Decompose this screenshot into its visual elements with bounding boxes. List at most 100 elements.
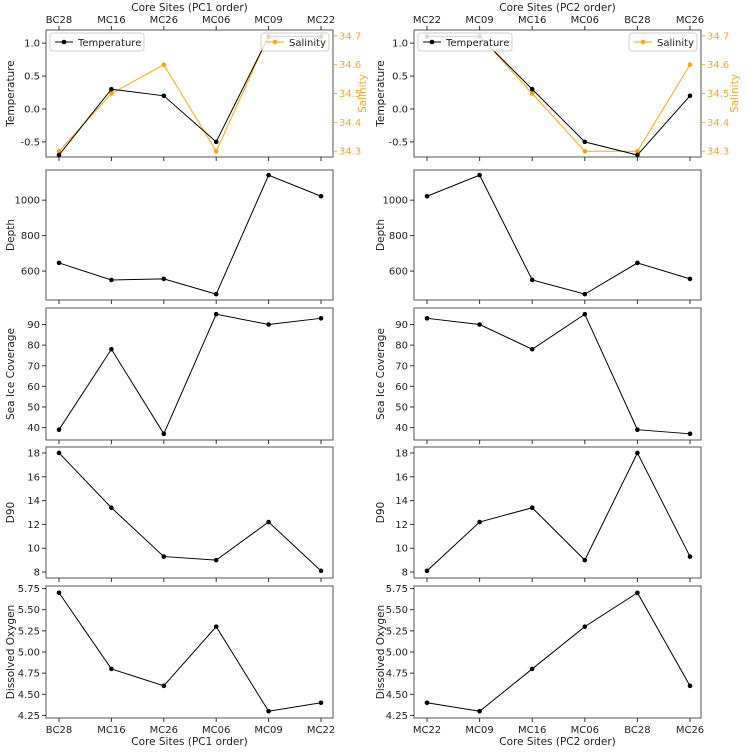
- y-tick-label: 8: [34, 568, 40, 579]
- y-tick-label: 8: [402, 568, 408, 579]
- series-line-dissolved-oxygen: [426, 592, 691, 712]
- subplot-d90: 8 10 12 14 16 18 D90: [5, 446, 334, 582]
- data-point: [582, 311, 588, 317]
- axes-frame: [45, 585, 334, 719]
- data-point: [318, 193, 324, 199]
- y-axis-label: Depth: [5, 219, 17, 251]
- y-tick-label: 1000: [383, 196, 408, 207]
- series-line-salinity: [427, 35, 691, 152]
- y-tick-label: 5.50: [386, 605, 408, 616]
- y-tick-label: 14: [27, 496, 40, 507]
- y-tick-label: 5.00: [386, 648, 408, 659]
- y-tick-label: 4.75: [386, 669, 408, 680]
- x-tick-label-top: MC22: [413, 15, 441, 26]
- y-axis-label: Sea Ice Coverage: [375, 328, 387, 420]
- x-tick-label-top: MC26: [150, 15, 178, 26]
- y2-tick-label: 34.6: [707, 60, 729, 71]
- series-line-d90: [426, 451, 691, 572]
- x-tick-label-top: BC28: [624, 15, 650, 26]
- data-point: [424, 316, 430, 321]
- data-point: [529, 666, 535, 672]
- legend-temperature: Temperature: [417, 32, 513, 52]
- legend-label: Temperature: [77, 38, 141, 49]
- y-tick-label: 10: [395, 544, 408, 555]
- series-line-d90: [58, 452, 322, 572]
- data-point: [635, 260, 640, 266]
- data-point: [56, 450, 62, 456]
- data-point: [687, 554, 693, 559]
- subplot-temperature: MC22 MC09 MC16 MC06 BC28 MC26 -0.5 0.0 0.5 1.0 Tem…: [375, 15, 741, 161]
- data-point: [582, 148, 588, 154]
- data-point: [109, 86, 114, 92]
- y2-tick-label: 34.6: [339, 60, 361, 71]
- x-tick-label: MC22: [307, 725, 335, 736]
- data-point: [635, 590, 640, 596]
- y-tick-label: 800: [21, 231, 40, 242]
- y-axis-label: Sea Ice Coverage: [5, 328, 17, 420]
- data-point: [109, 346, 114, 352]
- data-point: [109, 666, 114, 672]
- data-point: [477, 172, 482, 178]
- axes-frame: [45, 446, 334, 579]
- y-tick-label: 90: [27, 320, 40, 331]
- data-point: [213, 557, 219, 563]
- x-tick-label: BC28: [624, 725, 650, 736]
- data-point: [582, 291, 588, 297]
- x-tick-label: MC06: [571, 725, 599, 736]
- data-point: [56, 590, 62, 596]
- x-tick-label: MC09: [465, 725, 493, 736]
- y2-tick-label: 34.5: [339, 89, 361, 100]
- data-point: [635, 427, 640, 432]
- x-tick-label-top: MC16: [97, 15, 125, 26]
- x-tick-label: MC06: [202, 725, 230, 736]
- series-line-temperature: [427, 36, 691, 156]
- x-tick-label: MC16: [97, 725, 125, 736]
- y2-tick-label: 34.3: [339, 147, 361, 158]
- y2-axis-label: Salinity: [357, 74, 369, 113]
- data-point: [56, 152, 62, 158]
- data-point: [213, 291, 219, 297]
- y-tick-label: 80: [395, 341, 408, 352]
- x-axis-label: Core Sites (PC2 order): [499, 736, 615, 748]
- data-point: [424, 700, 430, 706]
- data-point: [582, 624, 588, 629]
- data-point: [161, 431, 167, 437]
- data-point: [266, 322, 271, 327]
- y-tick-label: 800: [389, 231, 408, 242]
- axes-frame: [413, 307, 702, 441]
- subplot-dissolved-oxygen: BC28 MC16 MC26 MC06 MC09 MC22 4.25 4.50 4.75 5.00…: [5, 584, 335, 736]
- y-tick-label: -0.5: [20, 137, 40, 148]
- subplot-temperature: BC28 MC16 MC26 MC06 MC09 MC22 -0.5 0.0 0.5 1.0 Tem…: [5, 15, 369, 161]
- axes-frame: [413, 446, 702, 579]
- y-tick-label: 600: [21, 267, 40, 278]
- x-axis-label-top: Core Sites (PC1 order): [131, 2, 247, 14]
- y-tick-label: 12: [27, 520, 40, 531]
- y-tick-label: 1.0: [24, 39, 40, 50]
- y-tick-label: 5.25: [18, 626, 40, 637]
- data-point: [477, 708, 482, 714]
- data-point: [213, 311, 219, 317]
- series-line-dissolved-oxygen: [58, 592, 322, 712]
- data-point: [213, 148, 219, 154]
- x-tick-label-top: MC22: [307, 15, 335, 26]
- data-point: [318, 700, 324, 706]
- subplot-sea-ice-coverage: 40 50 60 70 80 90 Sea Ice Coverage: [5, 307, 334, 444]
- data-point: [477, 322, 482, 327]
- y-tick-label: 80: [27, 341, 40, 352]
- data-point: [687, 683, 693, 689]
- subplot-d90: 8 10 12 14 16 18 D90: [375, 446, 702, 582]
- data-point: [213, 139, 219, 145]
- series-line-sea-ice-coverage: [426, 313, 691, 435]
- axes-frame: [45, 169, 334, 301]
- series-line-depth: [58, 174, 322, 295]
- y-tick-label: 4.25: [386, 711, 408, 722]
- chart-column-1: BC28 MC16 MC26 MC06 MC09 MC22 -0.5 0.0 0.5 1.0 Tem…: [5, 2, 369, 748]
- y-tick-label: -0.5: [388, 137, 408, 148]
- y2-tick-label: 34.3: [707, 147, 729, 158]
- legend-label: Temperature: [445, 38, 509, 49]
- y-tick-label: 5.25: [386, 626, 408, 637]
- y-tick-label: 18: [395, 448, 408, 459]
- y-tick-label: 40: [395, 423, 408, 434]
- x-tick-label: MC09: [254, 725, 282, 736]
